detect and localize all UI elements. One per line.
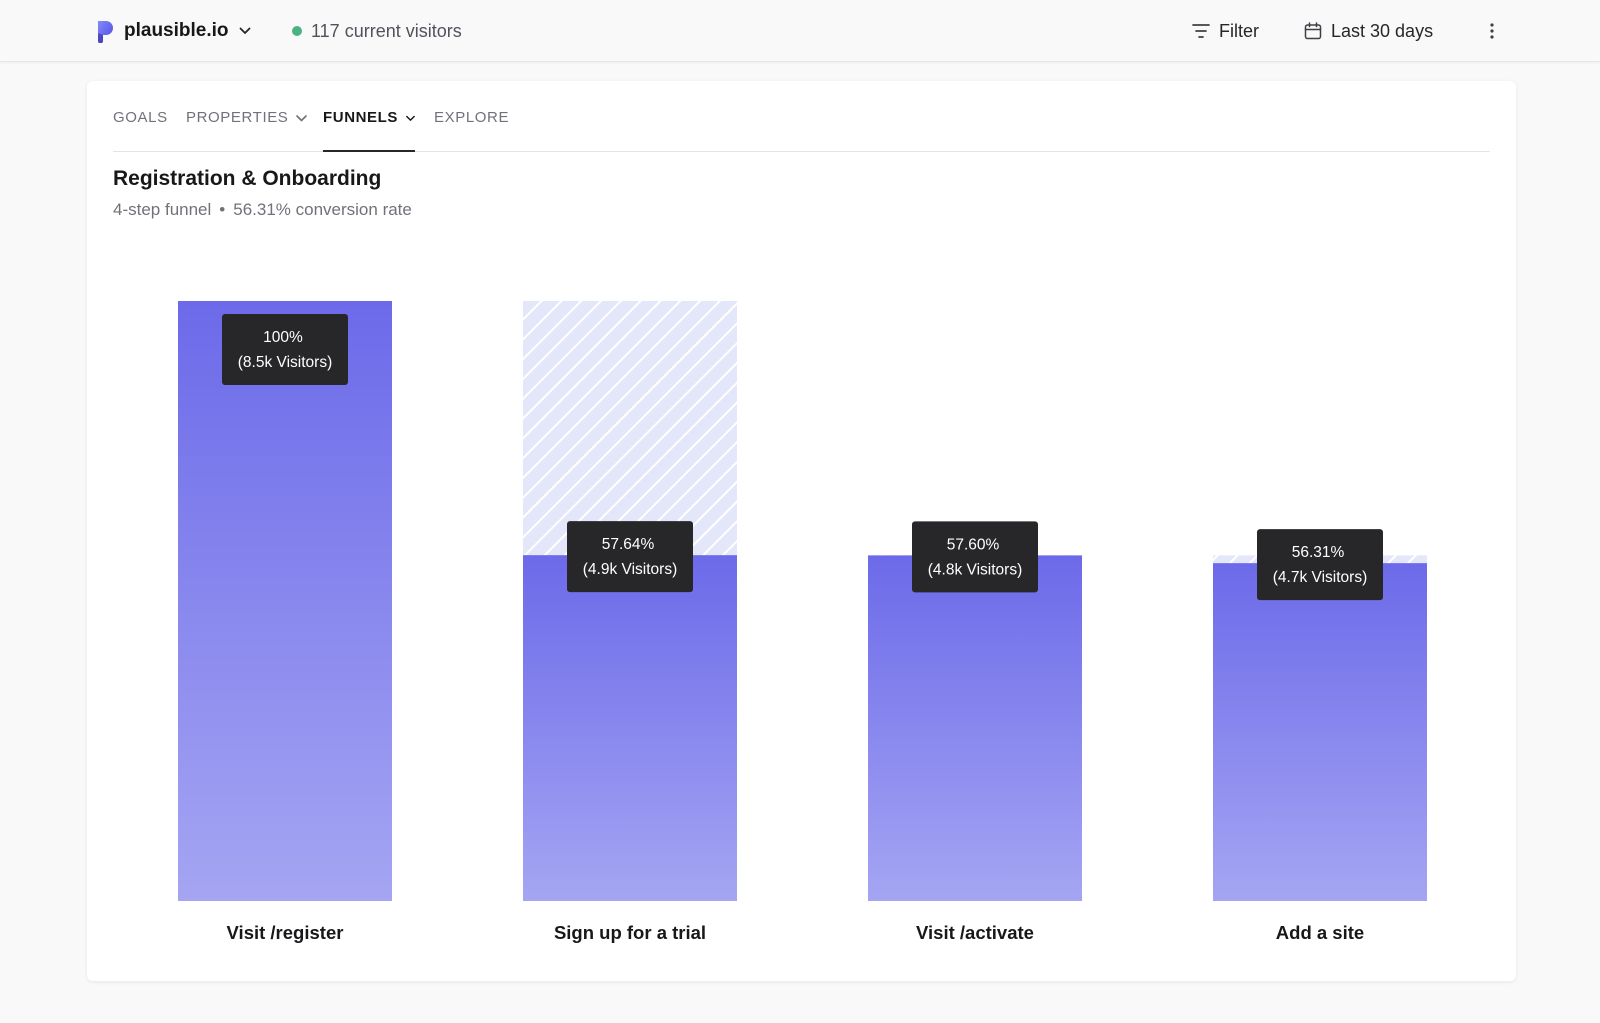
step-visitors: (4.7k Visitors) [1273, 569, 1367, 586]
funnel-steps: 4-step funnel [113, 200, 212, 219]
filter-button[interactable]: Filter [1192, 18, 1259, 44]
more-vertical-icon[interactable] [1482, 20, 1502, 42]
step-percentage: 57.60% [947, 536, 1000, 553]
step-label-visit-activate: Visit /activate [916, 922, 1034, 943]
top-bar: plausible.io 117 current visitors Filter… [0, 0, 1600, 62]
step-tooltip-visit-register [222, 314, 348, 385]
chevron-down-icon [406, 115, 415, 121]
step-percentage: 56.31% [1292, 544, 1345, 561]
step-tooltip-visit-activate [912, 521, 1038, 593]
chevron-down-icon [296, 115, 308, 122]
site-switcher[interactable]: plausible.io [96, 17, 251, 45]
tab-bar: GOALS PROPERTIES FUNNELS EXPLORE [113, 81, 1490, 152]
step-tooltip-sign-up-for-a-trial [567, 521, 693, 593]
step-label-visit-register: Visit /register [227, 922, 344, 943]
tab-goals[interactable]: GOALS [113, 109, 168, 152]
filter-icon [1192, 24, 1210, 38]
tab-properties[interactable]: PROPERTIES [186, 109, 308, 152]
tab-properties-label: PROPERTIES [186, 109, 289, 126]
site-name: plausible.io [124, 20, 229, 41]
step-visitors: (4.8k Visitors) [928, 561, 1022, 578]
step-percentage: 100% [263, 329, 303, 346]
funnel-card: GOALS PROPERTIES FUNNELS EXPLORE Registr… [87, 81, 1516, 981]
funnel-bar-add-a-site[interactable] [1213, 563, 1427, 901]
tab-funnels[interactable]: FUNNELS [323, 109, 415, 152]
current-visitors-label: 117 current visitors [311, 20, 462, 41]
funnel-bar-sign-up-for-a-trial[interactable] [523, 555, 737, 901]
funnel-bar-visit-register[interactable] [178, 301, 392, 901]
funnel-subtitle: 4-step funnel • 56.31% conversion rate [113, 200, 412, 220]
funnel-conversion-rate: 56.31% conversion rate [233, 200, 412, 219]
date-range-label: Last 30 days [1331, 20, 1434, 41]
filter-label: Filter [1219, 20, 1259, 41]
tab-goals-label: GOALS [113, 109, 168, 126]
separator: • [219, 200, 226, 219]
step-visitors: (8.5k Visitors) [238, 354, 332, 371]
funnel-title: Registration & Onboarding [113, 167, 382, 190]
funnel-chart: 100% (8.5k Visitors) Visit /register 57.64%… [178, 301, 1427, 943]
tab-funnels-label: FUNNELS [323, 109, 399, 126]
step-label-add-a-site: Add a site [1276, 922, 1364, 943]
funnel-bar-visit-activate[interactable] [868, 555, 1082, 901]
step-visitors: (4.9k Visitors) [583, 561, 677, 578]
chevron-down-icon [239, 27, 250, 34]
plausible-logo-icon [98, 21, 113, 43]
dropoff-bar-sign-up-for-a-trial [523, 301, 737, 556]
tab-explore[interactable]: EXPLORE [434, 109, 509, 152]
calendar-icon [1304, 22, 1322, 40]
step-tooltip-add-a-site [1257, 529, 1383, 601]
step-percentage: 57.64% [602, 536, 655, 553]
date-range-picker[interactable]: Last 30 days [1304, 18, 1433, 44]
live-indicator-icon [292, 26, 302, 36]
tab-explore-label: EXPLORE [434, 109, 510, 126]
step-label-sign-up-for-a-trial: Sign up for a trial [554, 922, 706, 943]
current-visitors[interactable]: 117 current visitors [292, 18, 462, 44]
